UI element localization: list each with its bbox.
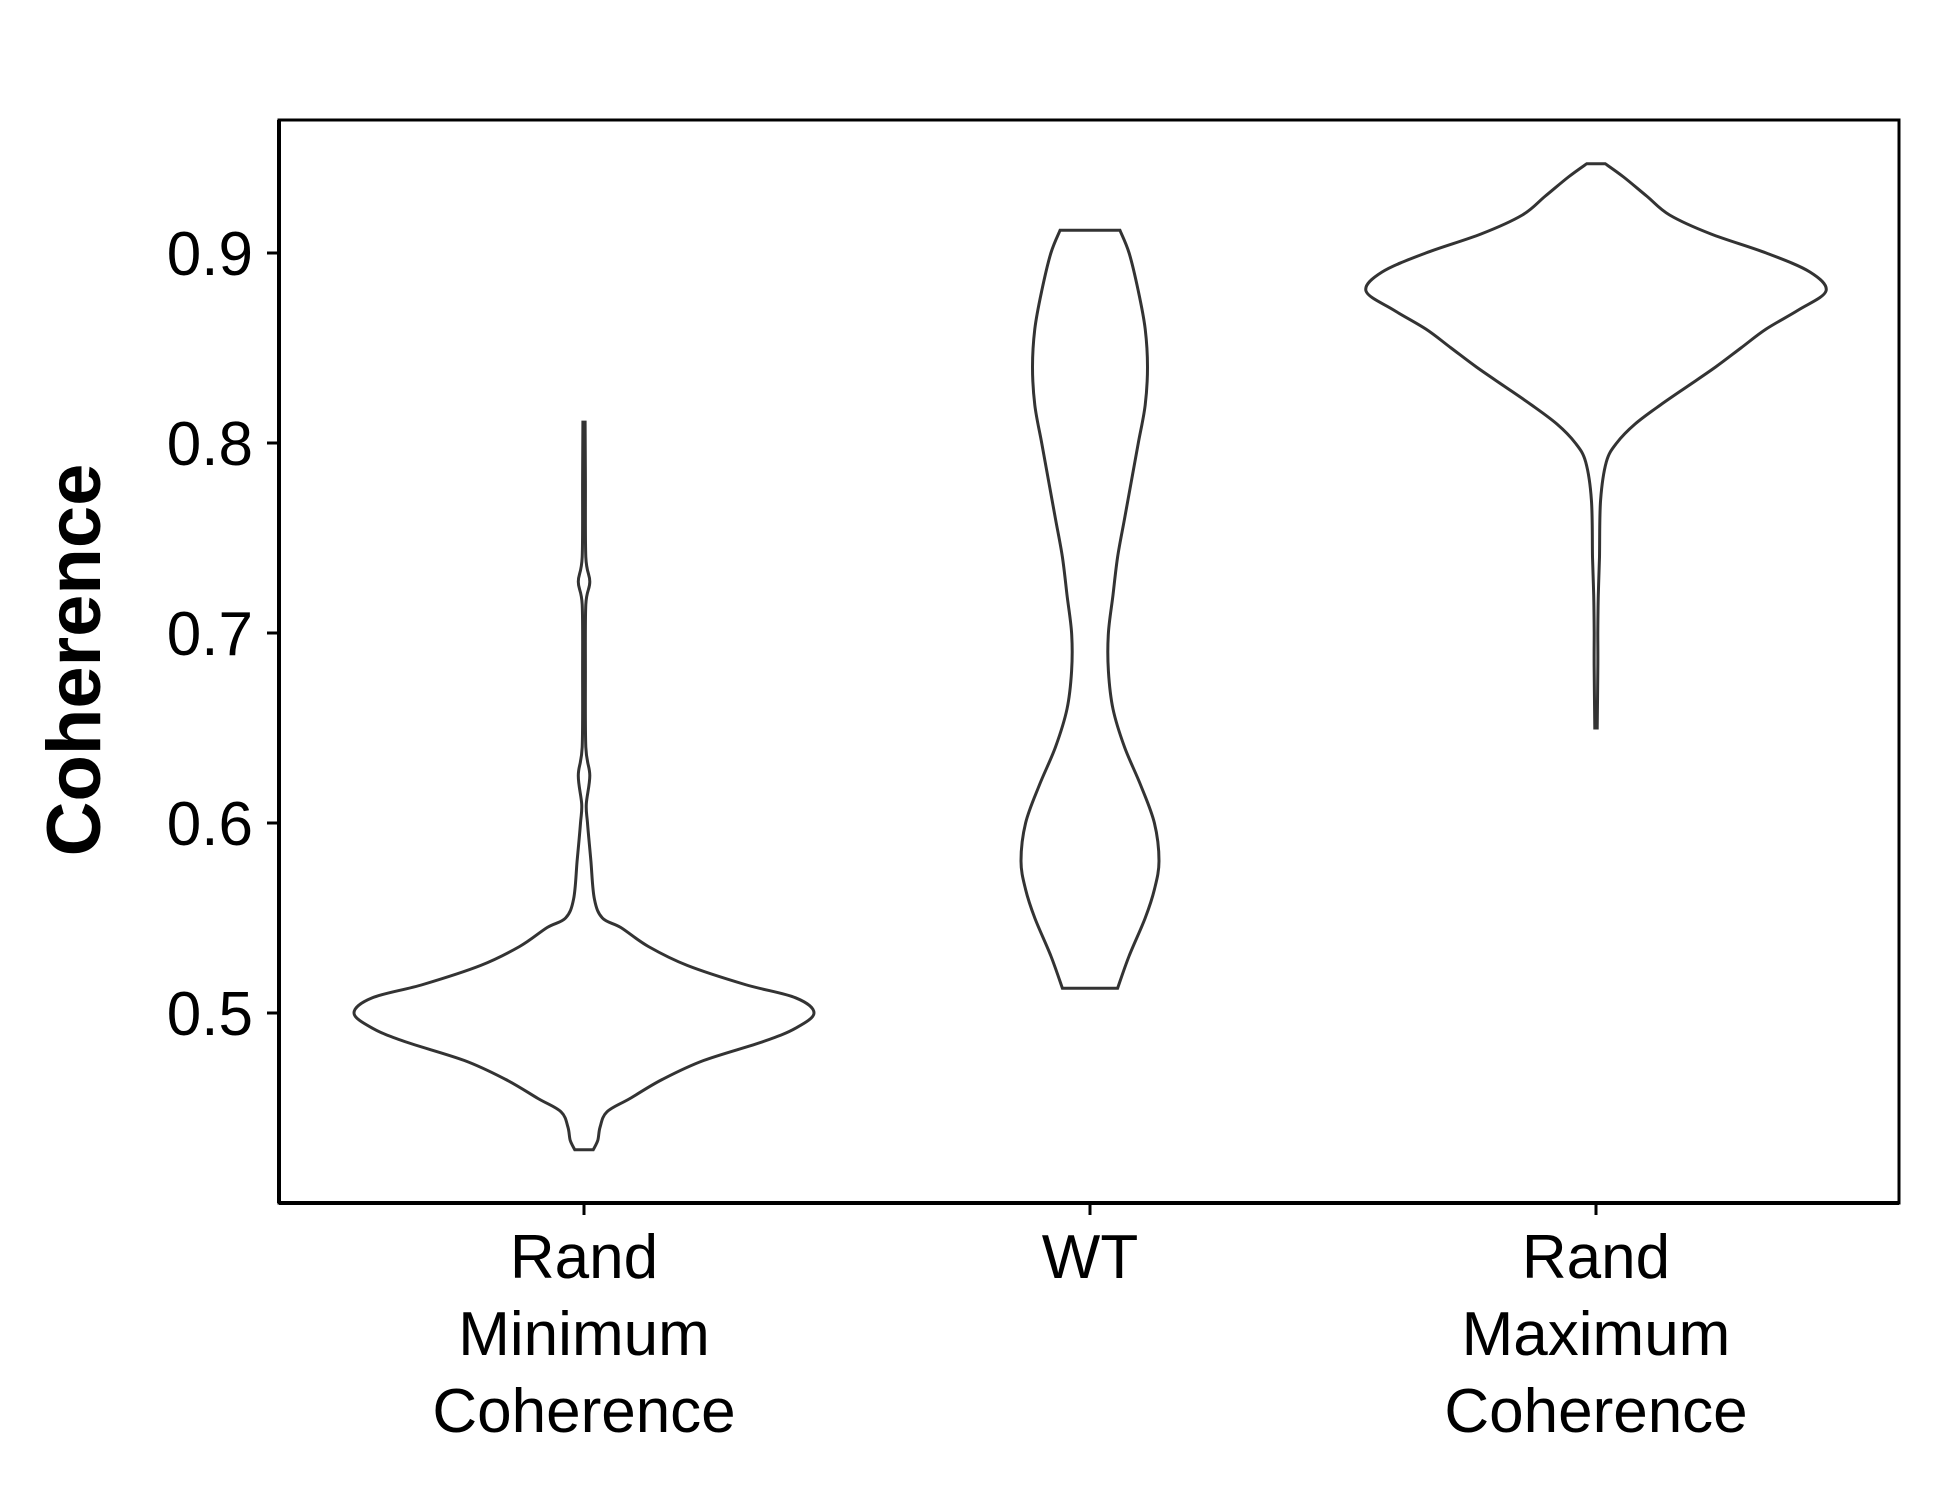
violin-layer [352,162,1828,1152]
x-axis-ticks: Rand Minimum Coherence WT Rand Maximum Coheren… [432,1203,1748,1446]
x-category-label-line: Coherence [1444,1377,1747,1446]
y-tick-label: 0.6 [167,790,253,859]
x-category-label: Rand Minimum Coherence [432,1223,735,1446]
y-tick-label: 0.9 [167,220,253,289]
x-category-label: WT [1042,1223,1138,1292]
y-axis-ticks: 0.5 0.6 0.7 0.8 0.9 [167,220,279,1049]
x-category-label-line: Maximum [1462,1300,1731,1369]
x-category-label: Rand Maximum Coherence [1444,1223,1747,1446]
violin-shape [1364,162,1828,730]
violin-shape [352,420,816,1152]
x-category-label-line: Minimum [458,1300,709,1369]
x-category-label-line: WT [1042,1223,1138,1292]
y-tick-label: 0.5 [167,980,253,1049]
x-category-label-line: Rand [1522,1223,1670,1292]
y-tick-label: 0.8 [167,410,253,479]
x-category-label-line: Coherence [432,1377,735,1446]
x-category-label-line: Rand [510,1223,658,1292]
y-axis-title: Coherence [32,464,117,857]
y-tick-label: 0.7 [167,600,253,669]
violin-shape [1019,228,1161,990]
